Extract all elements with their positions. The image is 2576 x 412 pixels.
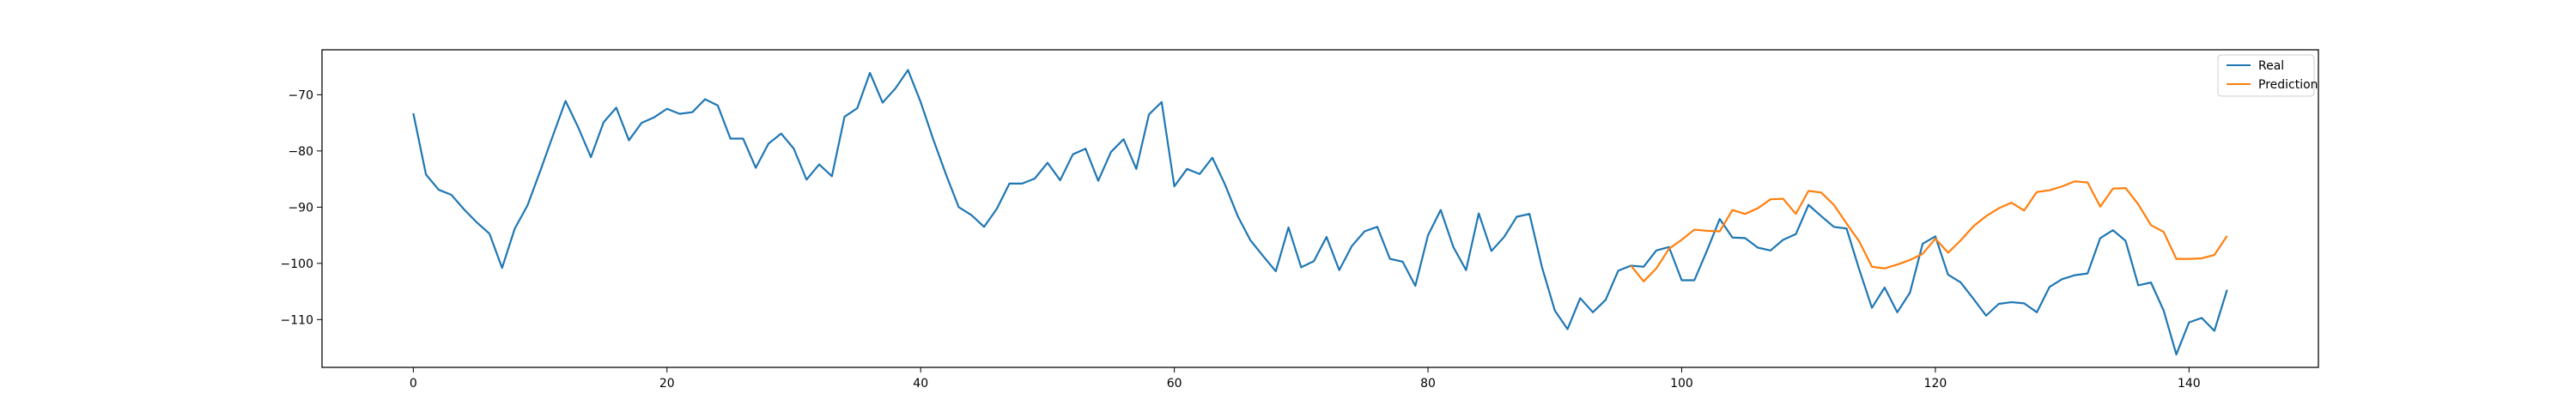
x-tick-label: 0 [410, 377, 417, 391]
x-tick-label: 20 [659, 377, 675, 391]
plot-area-frame [321, 49, 2319, 368]
y-tick-label: −90 [288, 201, 313, 215]
axis-layer: 0 20 40 60 80 100 120 140 −70 −80 −90 −100 −110 [281, 88, 2201, 391]
series-layer [412, 69, 2228, 356]
x-tick-label: 120 [1924, 377, 1947, 391]
legend-label-prediction: Prediction [2258, 78, 2318, 92]
legend-label-real: Real [2258, 59, 2284, 73]
x-tick-label: 40 [913, 377, 928, 391]
series-line-real [412, 69, 2228, 356]
y-tick-label: −80 [288, 145, 313, 159]
x-tick-label: 80 [1420, 377, 1436, 391]
x-tick-label: 100 [1670, 377, 1693, 391]
y-tick-label: −70 [288, 88, 313, 102]
y-tick-label: −110 [281, 313, 313, 327]
y-tick-label: −100 [281, 258, 313, 271]
legend: Real Prediction [2217, 54, 2318, 97]
x-tick-label: 60 [1167, 377, 1182, 391]
series-line-prediction [1630, 180, 2228, 282]
x-tick-label: 140 [2178, 377, 2201, 391]
